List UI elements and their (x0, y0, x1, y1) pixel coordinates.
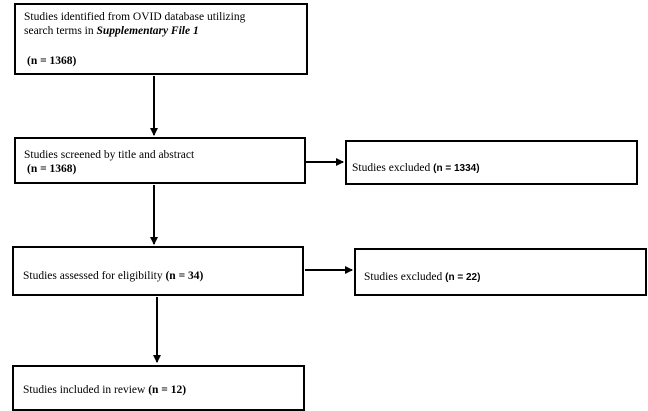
excluded-eligibility-box: Studies excluded (n = 22) (354, 248, 647, 296)
excluded-eligibility-text: Studies excluded (364, 271, 446, 283)
included-text: Studies included in review (23, 384, 149, 396)
excluded-screening-text: Studies excluded (352, 162, 434, 174)
identification-line2: search terms in Supplementary File 1 (24, 24, 298, 38)
eligibility-box: Studies assessed for eligibility (n = 34… (12, 246, 304, 296)
screening-count: (n = 1368) (27, 163, 77, 175)
excluded-screening-count: (n = 1334) (433, 163, 480, 174)
identification-line1: Studies identified from OVID database ut… (24, 11, 246, 23)
screening-box: Studies screened by title and abstract (… (14, 137, 306, 184)
eligibility-text: Studies assessed for eligibility (23, 270, 166, 282)
excluded-eligibility-count: (n = 22) (445, 272, 481, 283)
identification-file-name: Supplementary File 1 (96, 25, 199, 37)
identification-box: Studies identified from OVID database ut… (14, 3, 308, 75)
identification-count: (n = 1368) (27, 55, 77, 67)
eligibility-count: (n = 34) (165, 270, 204, 282)
included-count: (n = 12) (148, 384, 187, 396)
identification-line2-prefix: search terms in (24, 25, 97, 37)
excluded-screening-box: Studies excluded (n = 1334) (345, 140, 638, 185)
screening-text: Studies screened by title and abstract (24, 149, 195, 161)
